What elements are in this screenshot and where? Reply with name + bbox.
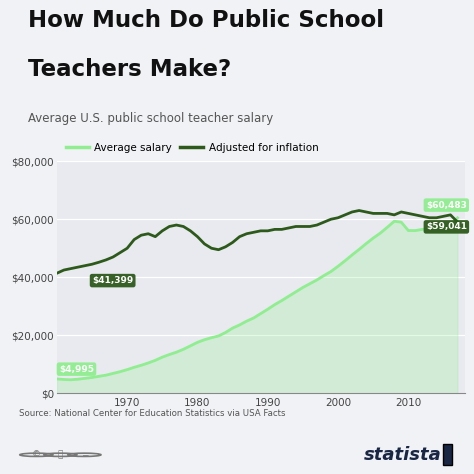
Text: Source: National Center for Education Statistics via USA Facts: Source: National Center for Education St… <box>19 409 285 418</box>
Text: Average U.S. public school teacher salary: Average U.S. public school teacher salar… <box>28 112 273 125</box>
Text: ©: © <box>32 450 41 459</box>
FancyBboxPatch shape <box>443 444 452 465</box>
Text: $4,995: $4,995 <box>59 365 94 374</box>
Text: $41,399: $41,399 <box>92 276 133 285</box>
Text: $59,041: $59,041 <box>426 222 467 231</box>
Text: ⓘ: ⓘ <box>58 450 63 459</box>
Text: Teachers Make?: Teachers Make? <box>28 58 232 81</box>
Text: $60,483: $60,483 <box>426 201 467 210</box>
Legend: Average salary, Adjusted for inflation: Average salary, Adjusted for inflation <box>62 139 322 157</box>
Text: How Much Do Public School: How Much Do Public School <box>28 9 384 33</box>
Text: statista: statista <box>364 446 442 464</box>
Text: =: = <box>81 450 88 459</box>
